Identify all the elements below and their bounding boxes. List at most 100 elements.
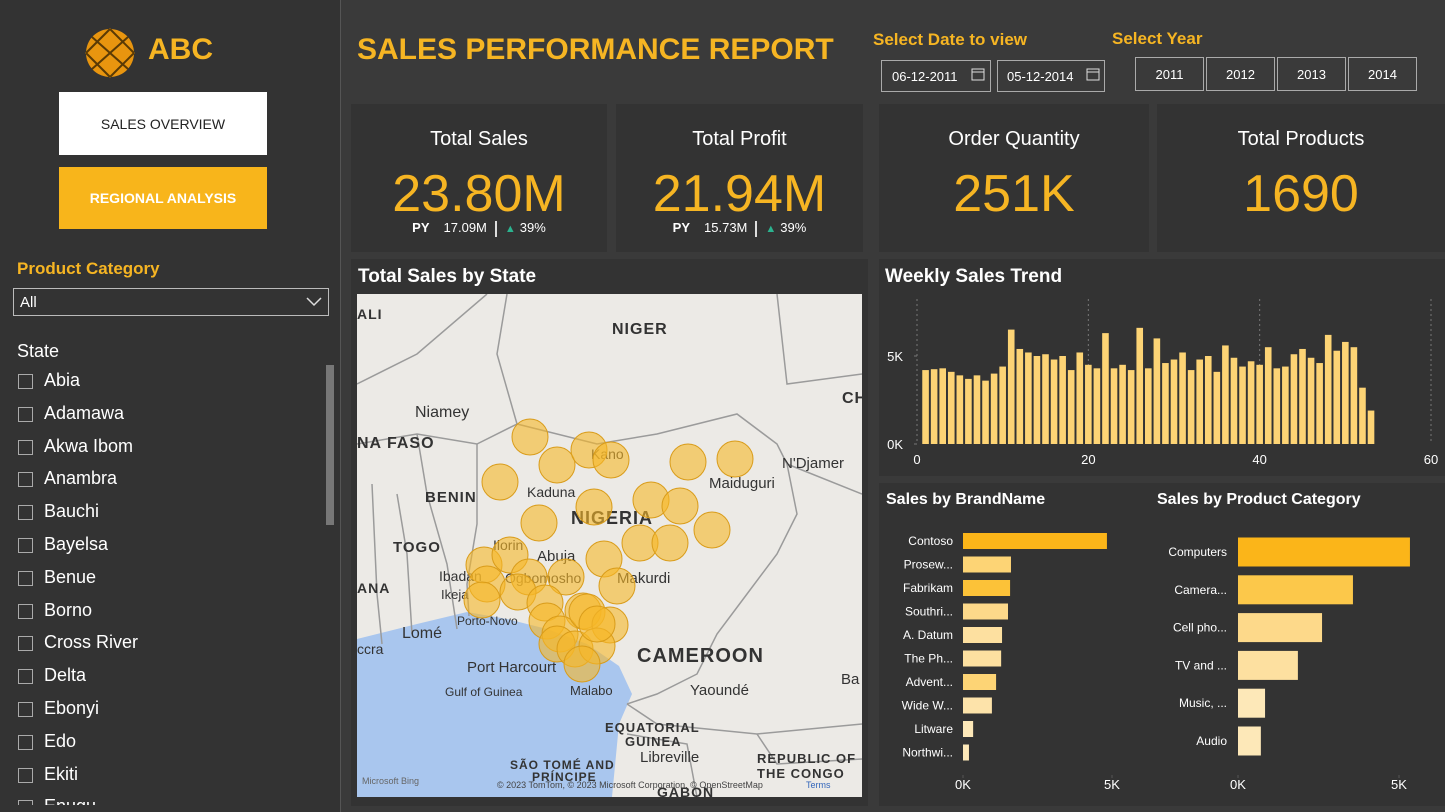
sidebar: ABC SALES OVERVIEW REGIONAL ANALYSIS Pro…: [0, 0, 341, 812]
state-name: Cross River: [44, 632, 139, 653]
calendar-icon: [1086, 68, 1100, 81]
bar: [1179, 352, 1186, 444]
bar: [1213, 371, 1221, 444]
nav-button[interactable]: REGIONAL ANALYSIS: [59, 167, 267, 229]
year-button[interactable]: 2014: [1348, 57, 1417, 91]
checkbox[interactable]: [18, 472, 33, 488]
dropdown[interactable]: All: [13, 288, 329, 316]
y-tick-label: 0K: [887, 437, 903, 452]
bar: [930, 369, 938, 444]
bar: [1153, 338, 1161, 444]
bar: [1238, 726, 1261, 756]
date-input[interactable]: 06-12-2011: [881, 60, 991, 92]
change: 39%: [519, 220, 546, 235]
bar: [1238, 537, 1410, 567]
scrollbar[interactable]: [326, 365, 334, 525]
bar: [1093, 368, 1101, 444]
bar: [1299, 348, 1306, 444]
category-label: Litware: [914, 722, 953, 736]
map-label: ANA: [357, 580, 390, 596]
kpi-card: Total Sales 23.80M PY 17.09M ▲ 39%: [351, 104, 607, 252]
category-label: Contoso: [908, 534, 953, 548]
map-label: N'Djamer: [782, 455, 844, 472]
checkbox[interactable]: [18, 406, 33, 422]
kpi-title: Total Sales: [430, 128, 528, 150]
checkbox[interactable]: [18, 570, 33, 586]
report-title: SALES PERFORMANCE REPORT: [357, 33, 834, 66]
up-arrow: ▲: [504, 223, 516, 235]
map-label: REPUBLIC OF: [757, 751, 856, 766]
x-tick-label: 0K: [955, 777, 971, 792]
bar: [963, 674, 997, 690]
x-tick-label: 20: [1081, 452, 1095, 467]
year-button[interactable]: 2012: [1206, 57, 1275, 91]
map-bubble: [520, 504, 558, 542]
checkbox[interactable]: [18, 734, 33, 750]
map-label: Maiduguri: [709, 475, 775, 492]
separator: [494, 220, 497, 237]
map-label: EQUATORIAL: [605, 720, 700, 735]
checkbox[interactable]: [18, 767, 33, 783]
filter-label: State: [17, 341, 60, 361]
bar: [1085, 364, 1092, 444]
bar: [1282, 366, 1289, 444]
map-label: Port Harcourt: [467, 659, 557, 676]
map-label: ALI: [357, 306, 383, 322]
bar: [963, 650, 1002, 667]
logo-icon: [85, 28, 135, 78]
bar: [963, 580, 1011, 596]
state-name: Adamawa: [44, 402, 125, 423]
category-label: Audio: [1196, 734, 1227, 748]
bar: [1136, 327, 1144, 444]
bar: [1042, 354, 1049, 444]
category-label: Prosew...: [904, 558, 953, 572]
bar: [1050, 359, 1058, 444]
x-tick-label: 40: [1252, 452, 1266, 467]
checkbox[interactable]: [18, 702, 33, 717]
map-bubble: [538, 446, 576, 484]
category-label: Wide W...: [902, 699, 953, 713]
bar: [1247, 361, 1255, 444]
weekly-chart: 0 20 40 60 0K 5K: [887, 299, 1438, 467]
panel-title: Sales by Product Category: [1157, 491, 1361, 508]
kpi-compare: PY 15.73M ▲ 39%: [616, 220, 863, 237]
bar: [956, 375, 964, 444]
bar: [963, 627, 1003, 643]
state-list: Abia Adamawa Akwa Ibom Anambra Bauchi Bayelsa…: [0, 365, 320, 805]
year-label: Select Year: [1112, 29, 1203, 48]
map-bubble: [547, 558, 585, 596]
checkbox[interactable]: [18, 439, 33, 455]
bar: [1196, 359, 1203, 444]
map-bubble: [575, 488, 613, 526]
map-bubble: [592, 441, 630, 479]
checkbox[interactable]: [18, 636, 33, 652]
kpi-card: Total Profit 21.94M PY 15.73M ▲ 39%: [616, 104, 863, 252]
state-name: Benue: [44, 566, 97, 587]
bar: [1127, 370, 1135, 444]
bar: [963, 533, 1107, 549]
checkbox[interactable]: [18, 800, 33, 805]
category-label: Advent...: [906, 675, 953, 689]
kpi-card: Total Products 1690: [1157, 104, 1445, 252]
py-value: 17.09M: [443, 220, 487, 235]
year-button[interactable]: 2011: [1135, 57, 1204, 91]
map-bubble: [716, 440, 754, 478]
checkbox[interactable]: [18, 538, 33, 553]
bar: [1290, 354, 1298, 444]
bar: [965, 378, 972, 444]
x-tick-label: 0K: [1230, 777, 1246, 792]
bar: [1119, 364, 1126, 444]
x-tick-label: 5K: [1391, 777, 1407, 792]
checkbox[interactable]: [18, 603, 33, 619]
bar: [1016, 348, 1024, 444]
checkbox[interactable]: [18, 669, 33, 685]
nav-button[interactable]: SALES OVERVIEW: [59, 92, 267, 155]
checkbox[interactable]: [18, 374, 33, 389]
checkbox[interactable]: [18, 505, 33, 521]
date-input[interactable]: 05-12-2014: [997, 60, 1105, 92]
year-button[interactable]: 2013: [1277, 57, 1346, 91]
map-bubble: [651, 524, 689, 562]
bar: [1076, 352, 1084, 444]
bar: [1324, 334, 1332, 444]
separator: [755, 220, 758, 237]
